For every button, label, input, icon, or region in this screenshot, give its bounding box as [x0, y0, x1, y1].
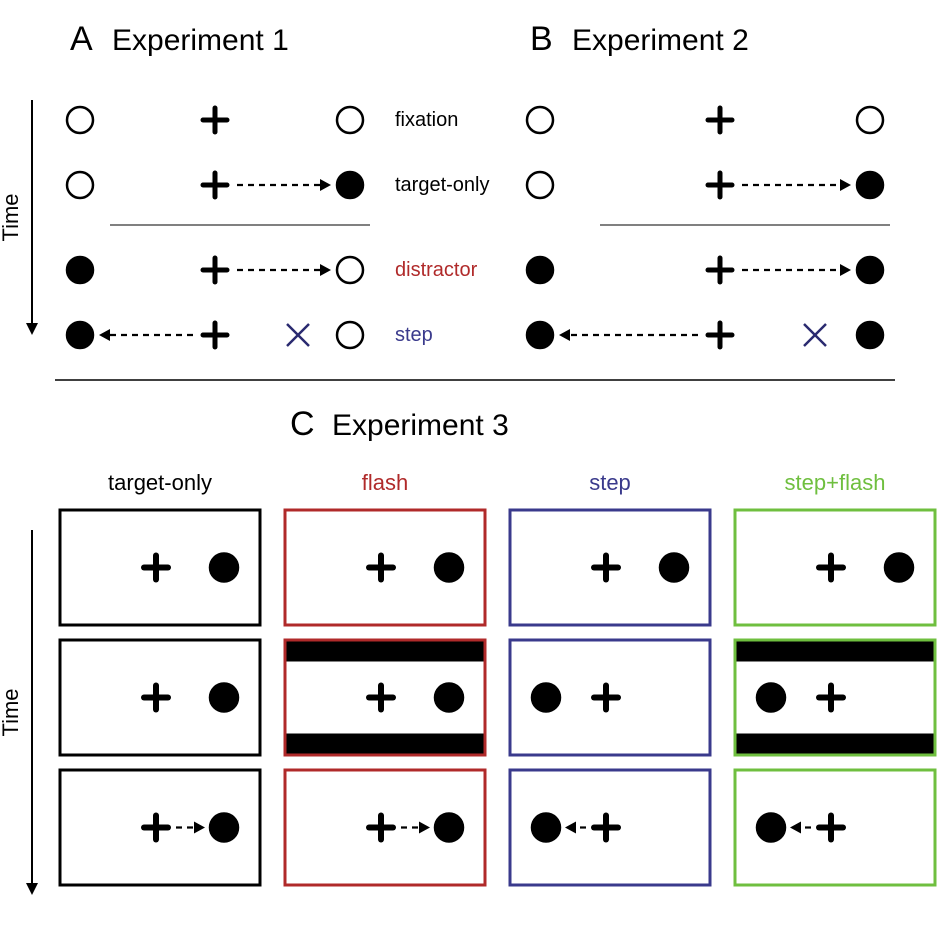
cell-dot	[210, 684, 238, 712]
cell-dot	[210, 814, 238, 842]
panel-c-col-label-0: target-only	[108, 470, 212, 495]
row-label-step: step	[395, 324, 433, 346]
panel-b-right-circle	[857, 257, 883, 283]
figure-root: A Experiment 1 Time fixation target-only dist…	[0, 0, 952, 935]
panel-b-right-circle	[857, 172, 883, 198]
cell-dot	[757, 814, 785, 842]
panel-b-left-circle	[527, 322, 553, 348]
cell-dot	[660, 554, 688, 582]
cell-dot	[532, 684, 560, 712]
flash-bar-top	[287, 642, 484, 662]
cell-dot	[885, 554, 913, 582]
cell-dot	[757, 684, 785, 712]
panel-a-title: Experiment 1	[112, 24, 289, 57]
cell-dot	[210, 554, 238, 582]
flash-bar-bottom	[737, 734, 934, 754]
panel-a-left-circle	[67, 322, 93, 348]
panel-a-letter: A	[70, 20, 93, 58]
panel-c-col-label-3: step+flash	[785, 470, 886, 495]
panel-a-right-circle	[337, 172, 363, 198]
row-label-target-only: target-only	[395, 174, 490, 196]
flash-bar-top	[737, 642, 934, 662]
flash-bar-bottom	[287, 734, 484, 754]
panel-c-title: Experiment 3	[332, 409, 509, 442]
time-axis-label: Time	[0, 688, 23, 736]
panel-c-letter: C	[290, 405, 315, 443]
cell-dot	[435, 554, 463, 582]
panel-b-left-circle	[527, 257, 553, 283]
panel-c-col-label-1: flash	[362, 470, 408, 495]
cell-dot	[435, 814, 463, 842]
panel-b-right-circle	[857, 322, 883, 348]
panel-b-title: Experiment 2	[572, 24, 749, 57]
cell-dot	[435, 684, 463, 712]
time-axis-label: Time	[0, 193, 23, 241]
panel-b-letter: B	[530, 20, 553, 58]
bg	[0, 0, 952, 935]
figure-svg: A Experiment 1 Time fixation target-only dist…	[0, 0, 952, 935]
row-label-fixation: fixation	[395, 109, 458, 131]
row-label-distractor: distractor	[395, 259, 478, 281]
panel-a-left-circle	[67, 257, 93, 283]
cell-dot	[532, 814, 560, 842]
panel-c-col-label-2: step	[589, 470, 631, 495]
